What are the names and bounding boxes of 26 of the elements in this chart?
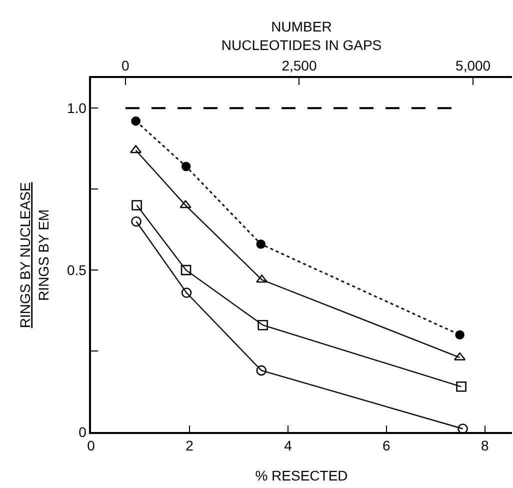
point bbox=[258, 320, 268, 330]
y-axis-title: RINGS BY NUCLEASE RINGS BY EM bbox=[17, 182, 52, 328]
x-tick-label: 8 bbox=[481, 438, 490, 454]
point bbox=[456, 382, 466, 392]
point bbox=[256, 365, 267, 376]
point bbox=[131, 116, 140, 126]
x-tick-label: 4 bbox=[284, 438, 292, 454]
y-tick-label: 0.5 bbox=[66, 262, 87, 278]
point bbox=[131, 216, 142, 227]
x-tick-label: 2 bbox=[186, 438, 194, 454]
x2-tick-label: 5,000 bbox=[456, 58, 491, 74]
point bbox=[256, 274, 268, 283]
point bbox=[180, 264, 192, 276]
y-tick-label: 1.0 bbox=[66, 100, 87, 116]
point bbox=[256, 240, 266, 249]
point bbox=[455, 330, 464, 340]
x2-tick-label: 0 bbox=[122, 58, 130, 74]
point bbox=[181, 162, 191, 172]
x-axis-title: % RESECTED bbox=[255, 467, 348, 484]
point bbox=[132, 200, 142, 210]
y-tick-label: 0 bbox=[78, 424, 87, 440]
x2-tick-label: 2,500 bbox=[282, 58, 317, 74]
x2-axis-title: NUMBER NUCLEOTIDES IN GAPS bbox=[221, 18, 382, 53]
point bbox=[180, 200, 192, 208]
x-tick-label: 6 bbox=[382, 438, 391, 454]
point bbox=[181, 288, 192, 298]
